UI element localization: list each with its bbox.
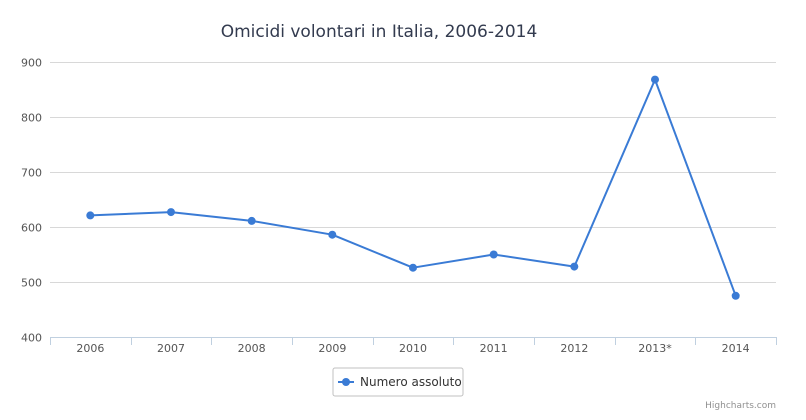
data-point[interactable]: [731, 291, 740, 300]
y-tick-label: 500: [21, 277, 42, 290]
x-tick-label: 2008: [238, 342, 266, 355]
y-axis: 400 500 600 700 800 900: [21, 57, 42, 345]
x-tick-label: 2006: [76, 342, 104, 355]
credits-link[interactable]: Highcharts.com: [705, 401, 776, 411]
x-tick-label: 2013*: [638, 342, 672, 355]
x-tick-label: 2009: [318, 342, 346, 355]
x-tick-label: 2011: [480, 342, 508, 355]
data-point[interactable]: [651, 75, 659, 84]
data-point[interactable]: [570, 262, 579, 271]
series-group: [86, 75, 740, 300]
y-tick-label: 400: [21, 332, 42, 345]
x-axis: 2006 2007 2008 2009 2010 2011 2012 2013* 2014: [50, 337, 777, 355]
x-tick-label: 2010: [399, 342, 427, 355]
y-tick-label: 700: [21, 167, 42, 180]
x-tick-label: 2012: [560, 342, 588, 355]
legend-label[interactable]: Numero assoluto: [360, 375, 462, 389]
legend-box: [332, 367, 464, 397]
legend[interactable]: Numero assoluto: [332, 367, 464, 397]
legend-marker-icon: [342, 378, 350, 386]
y-tick-label: 800: [21, 112, 42, 125]
chart-title: Omicidi volontari in Italia, 2006-2014: [221, 22, 538, 42]
y-tick-label: 600: [21, 222, 42, 235]
grid-lines: [50, 62, 776, 283]
data-point[interactable]: [409, 263, 417, 272]
data-point[interactable]: [86, 211, 95, 220]
x-tick-label: 2014: [722, 342, 750, 355]
y-tick-label: 900: [21, 57, 42, 70]
x-tick-label: 2007: [157, 342, 185, 355]
data-point[interactable]: [247, 216, 256, 225]
data-point[interactable]: [328, 230, 337, 239]
series-line: [90, 78, 737, 297]
data-point[interactable]: [489, 250, 498, 259]
data-point[interactable]: [167, 208, 175, 217]
